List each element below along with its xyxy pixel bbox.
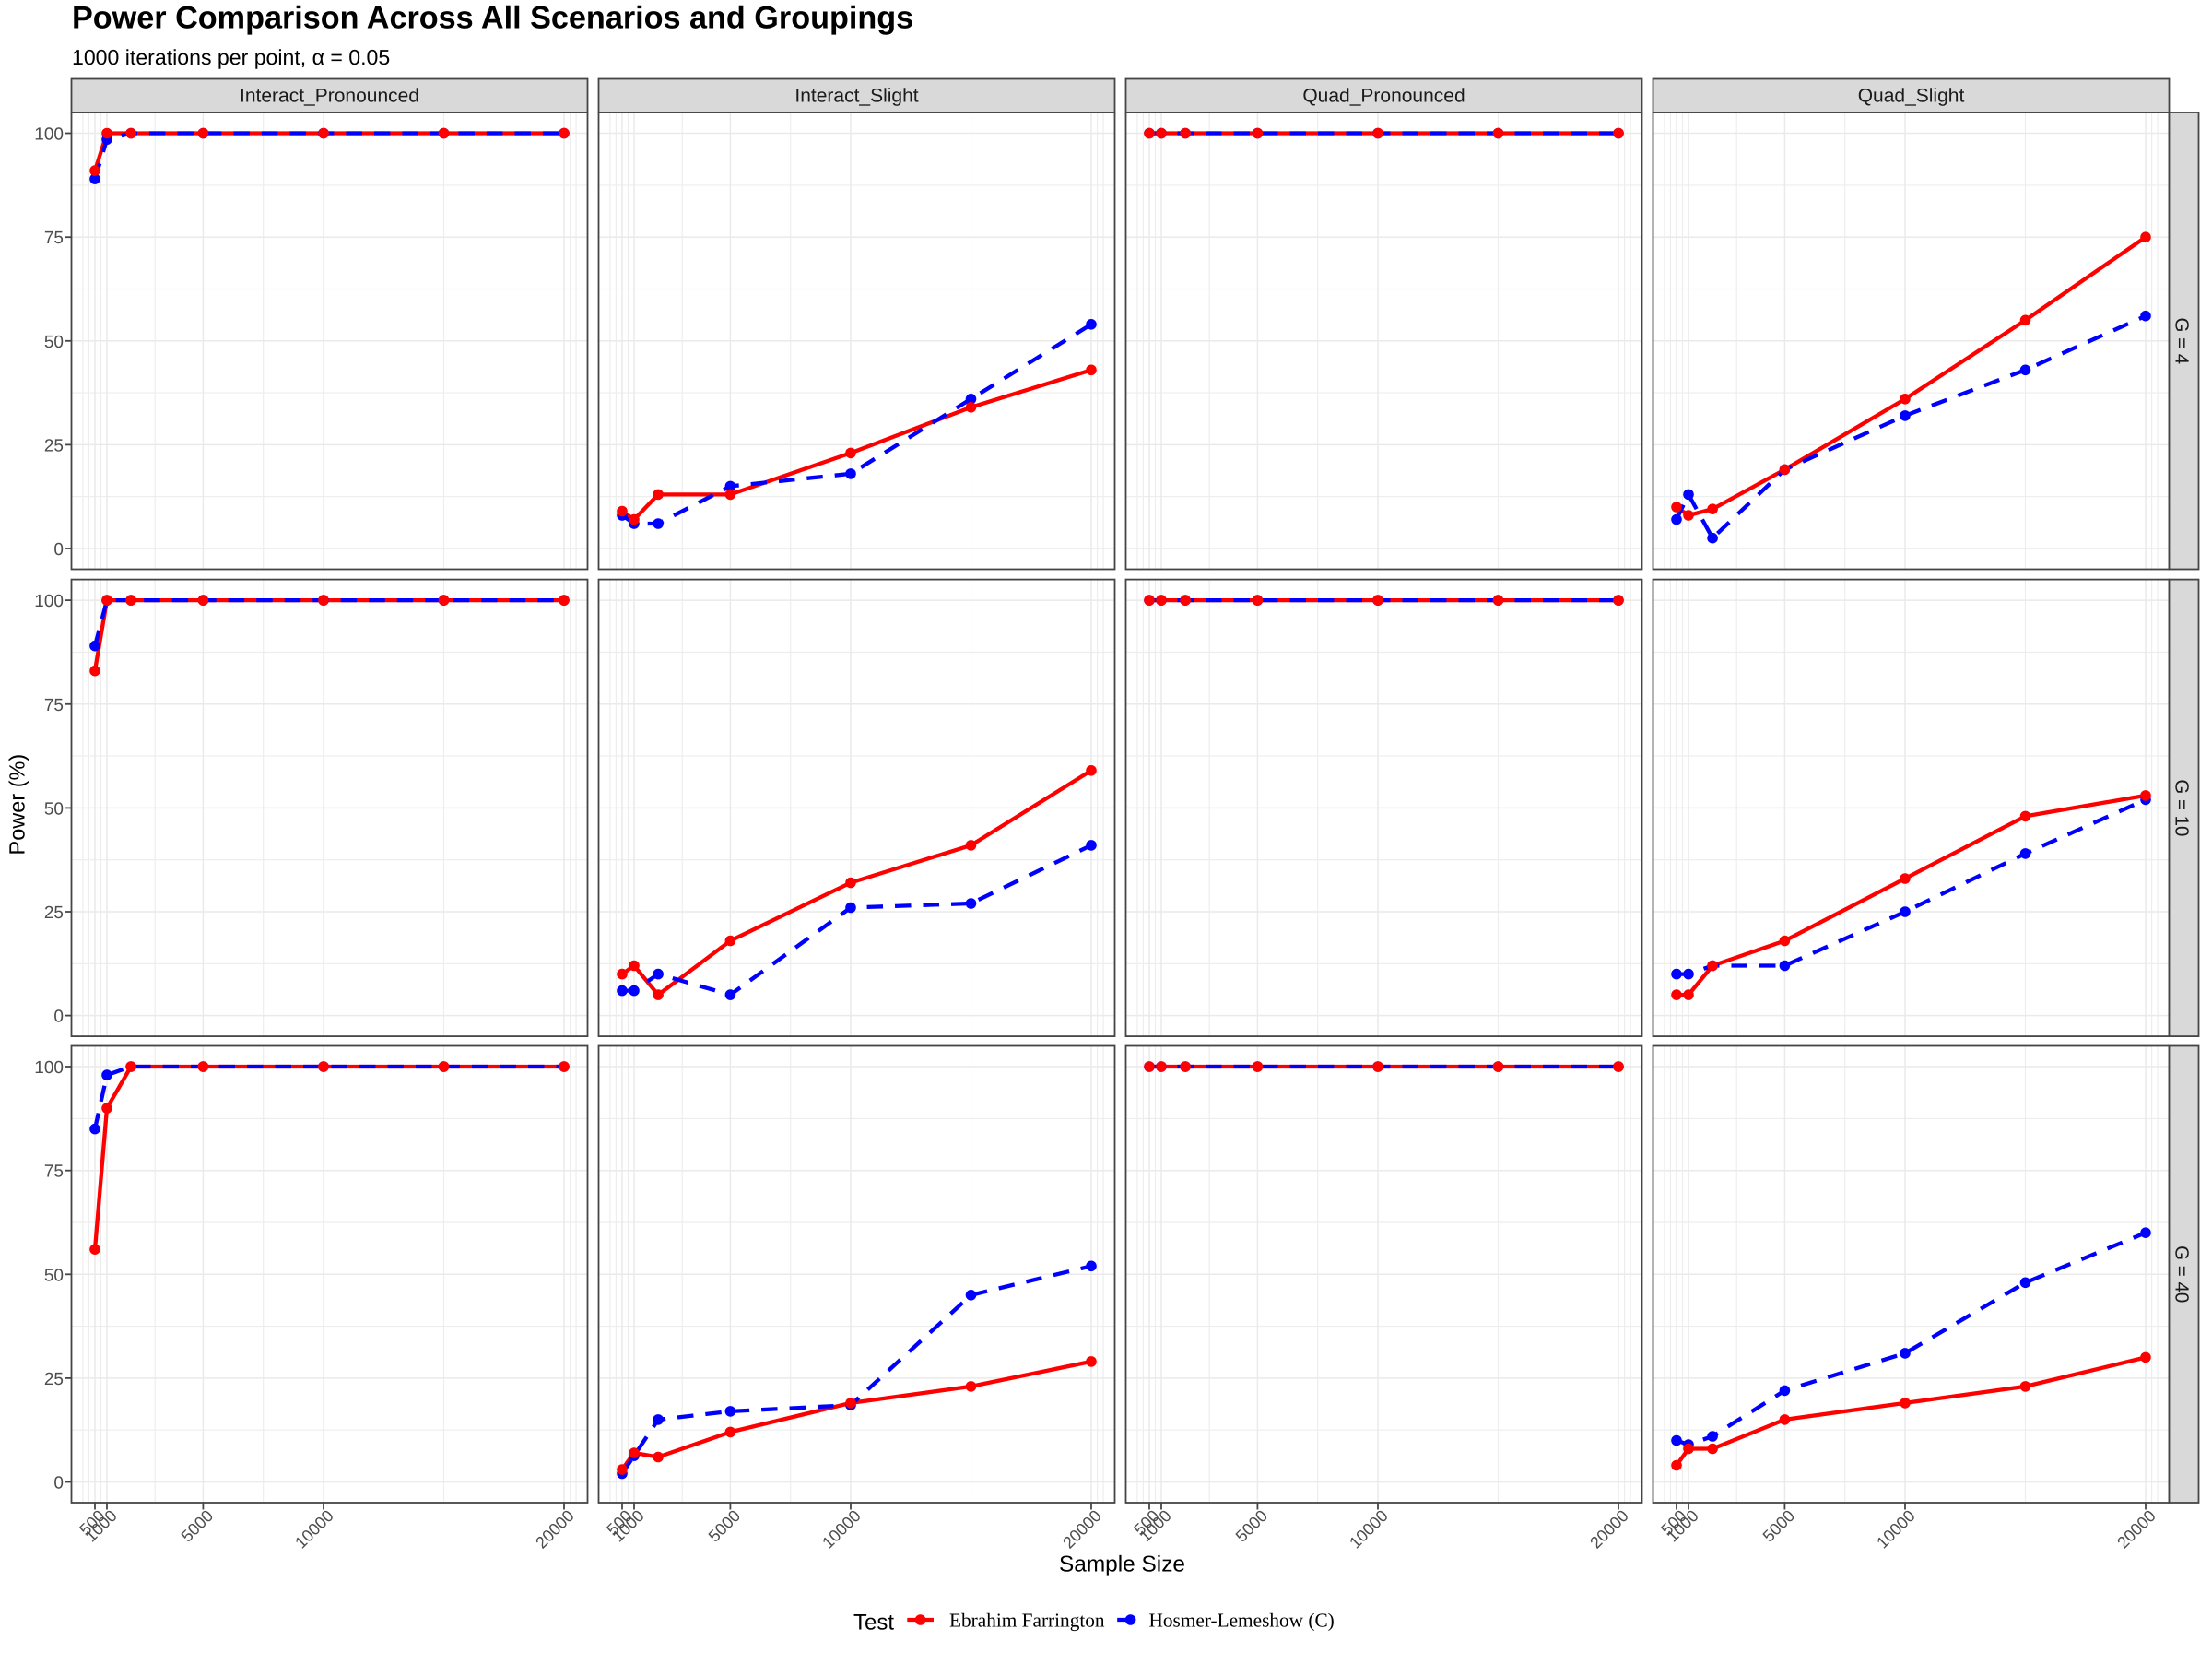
svg-text:Test: Test	[853, 1611, 894, 1635]
svg-text:0: 0	[53, 1008, 64, 1027]
svg-text:25: 25	[44, 903, 64, 923]
svg-text:Quad_Pronounced: Quad_Pronounced	[1302, 86, 1465, 107]
svg-text:75: 75	[44, 696, 64, 715]
svg-text:Ebrahim Farrington: Ebrahim Farrington	[949, 1610, 1105, 1632]
svg-text:G = 40: G = 40	[2171, 1245, 2193, 1303]
svg-text:50: 50	[44, 1266, 64, 1285]
svg-text:100: 100	[34, 1058, 64, 1078]
svg-text:Sample Size: Sample Size	[1059, 1552, 1185, 1577]
svg-text:Quad_Slight: Quad_Slight	[1858, 86, 1965, 107]
svg-text:50: 50	[44, 799, 64, 819]
svg-text:Power Comparison Across All Sc: Power Comparison Across All Scenarios an…	[72, 1, 913, 36]
svg-text:25: 25	[44, 436, 64, 455]
svg-text:G = 4: G = 4	[2171, 317, 2193, 364]
svg-text:0: 0	[53, 1474, 64, 1493]
svg-text:25: 25	[44, 1370, 64, 1389]
svg-text:G = 10: G = 10	[2171, 779, 2193, 836]
svg-text:1000 iterations per point, α =: 1000 iterations per point, α = 0.05	[72, 45, 390, 69]
svg-text:100: 100	[34, 592, 64, 611]
svg-text:75: 75	[44, 229, 64, 248]
svg-text:100: 100	[34, 125, 64, 145]
svg-text:75: 75	[44, 1162, 64, 1182]
svg-text:Hosmer-Lemeshow (C): Hosmer-Lemeshow (C)	[1149, 1610, 1335, 1632]
svg-text:0: 0	[53, 540, 64, 560]
svg-text:Power (%): Power (%)	[6, 754, 29, 856]
svg-text:50: 50	[44, 333, 64, 352]
svg-text:Interact_Slight: Interact_Slight	[794, 86, 918, 107]
svg-text:Interact_Pronounced: Interact_Pronounced	[240, 86, 419, 107]
